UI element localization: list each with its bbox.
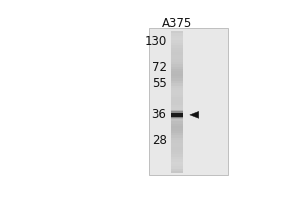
- Text: 55: 55: [152, 77, 167, 90]
- Bar: [171, 88, 183, 90]
- Bar: [171, 47, 183, 50]
- Polygon shape: [190, 111, 199, 118]
- Bar: [171, 62, 183, 64]
- Bar: [171, 45, 183, 48]
- Bar: [171, 135, 183, 138]
- Bar: [171, 133, 183, 135]
- Bar: [171, 69, 183, 71]
- Text: 72: 72: [152, 61, 166, 74]
- Bar: [171, 113, 183, 117]
- Text: 36: 36: [152, 108, 167, 121]
- Bar: [171, 110, 183, 115]
- Bar: [171, 126, 183, 128]
- Bar: [171, 157, 183, 159]
- Bar: [171, 145, 183, 147]
- Bar: [171, 109, 183, 112]
- Bar: [171, 111, 183, 114]
- Bar: [171, 59, 183, 62]
- Bar: [171, 76, 183, 78]
- Bar: [171, 114, 183, 116]
- Bar: [171, 142, 183, 145]
- Bar: [171, 85, 183, 88]
- Bar: [171, 116, 183, 119]
- Bar: [171, 71, 183, 74]
- Text: 130: 130: [144, 35, 166, 48]
- Text: A375: A375: [162, 17, 192, 30]
- Bar: [171, 114, 183, 118]
- Bar: [171, 83, 183, 86]
- Bar: [171, 93, 183, 95]
- Bar: [171, 147, 183, 150]
- Text: 28: 28: [152, 134, 167, 147]
- Bar: [171, 138, 183, 140]
- Bar: [171, 36, 183, 38]
- Bar: [171, 50, 183, 52]
- Bar: [171, 78, 183, 81]
- Bar: [171, 90, 183, 93]
- Bar: [149, 28, 228, 175]
- Bar: [171, 154, 183, 157]
- Bar: [171, 38, 183, 40]
- Bar: [171, 171, 183, 173]
- Bar: [171, 113, 183, 117]
- Bar: [171, 111, 183, 116]
- Bar: [171, 164, 183, 166]
- Bar: [171, 123, 183, 126]
- Bar: [171, 33, 183, 36]
- Bar: [171, 107, 183, 109]
- Bar: [171, 149, 183, 152]
- Bar: [171, 40, 183, 43]
- Bar: [171, 57, 183, 59]
- Bar: [171, 55, 183, 57]
- Bar: [171, 95, 183, 97]
- Bar: [171, 81, 183, 83]
- Bar: [171, 104, 183, 107]
- Bar: [171, 43, 183, 45]
- Bar: [171, 119, 183, 121]
- Bar: [171, 97, 183, 100]
- Bar: [171, 100, 183, 102]
- Bar: [171, 130, 183, 133]
- Bar: [171, 115, 183, 119]
- Bar: [171, 168, 183, 171]
- Bar: [171, 152, 183, 154]
- Bar: [171, 161, 183, 164]
- Bar: [171, 31, 183, 33]
- Bar: [171, 128, 183, 131]
- Bar: [171, 102, 183, 105]
- Bar: [171, 121, 183, 124]
- Bar: [171, 52, 183, 55]
- Bar: [171, 31, 183, 173]
- Bar: [171, 140, 183, 143]
- Bar: [171, 166, 183, 169]
- Bar: [171, 74, 183, 76]
- Bar: [171, 159, 183, 162]
- Bar: [171, 64, 183, 67]
- Bar: [171, 66, 183, 69]
